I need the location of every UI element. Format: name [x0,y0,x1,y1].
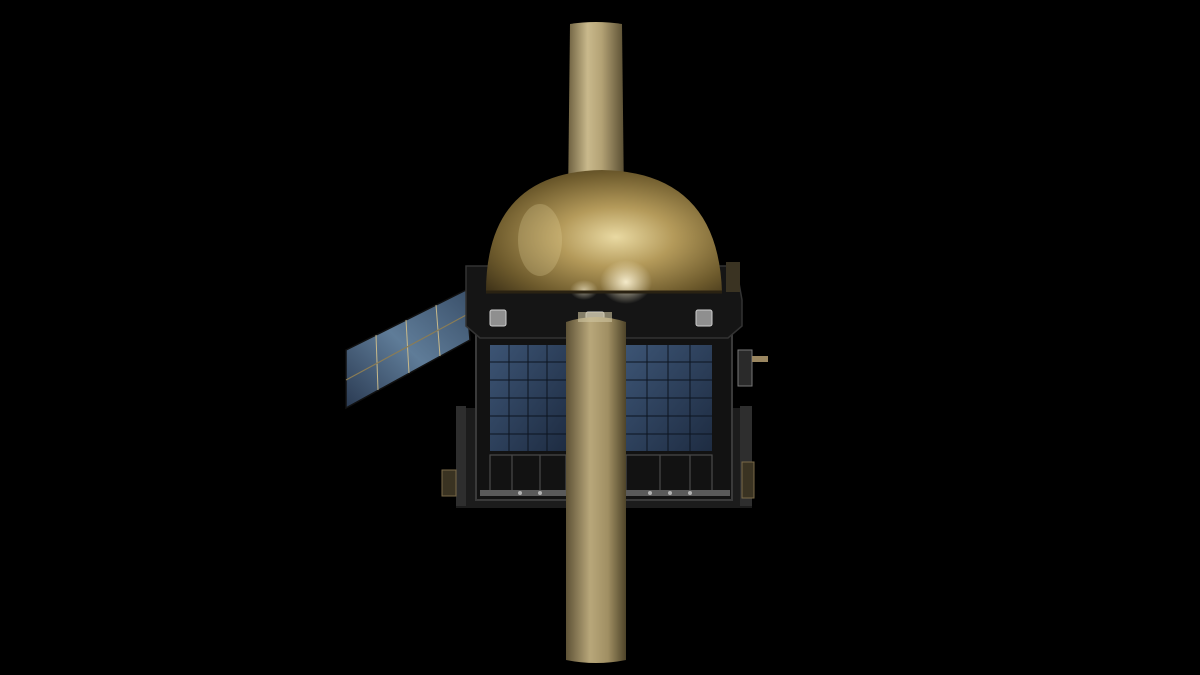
body-solar-panel-right [626,345,712,451]
top-antenna-boom [568,22,624,200]
body-solar-panel-left [490,345,566,451]
solar-wing-left [345,288,471,410]
bottom-antenna-boom [566,312,626,663]
antenna-dome [486,170,722,304]
side-connector-right [726,262,768,499]
side-connector-left [441,469,457,497]
